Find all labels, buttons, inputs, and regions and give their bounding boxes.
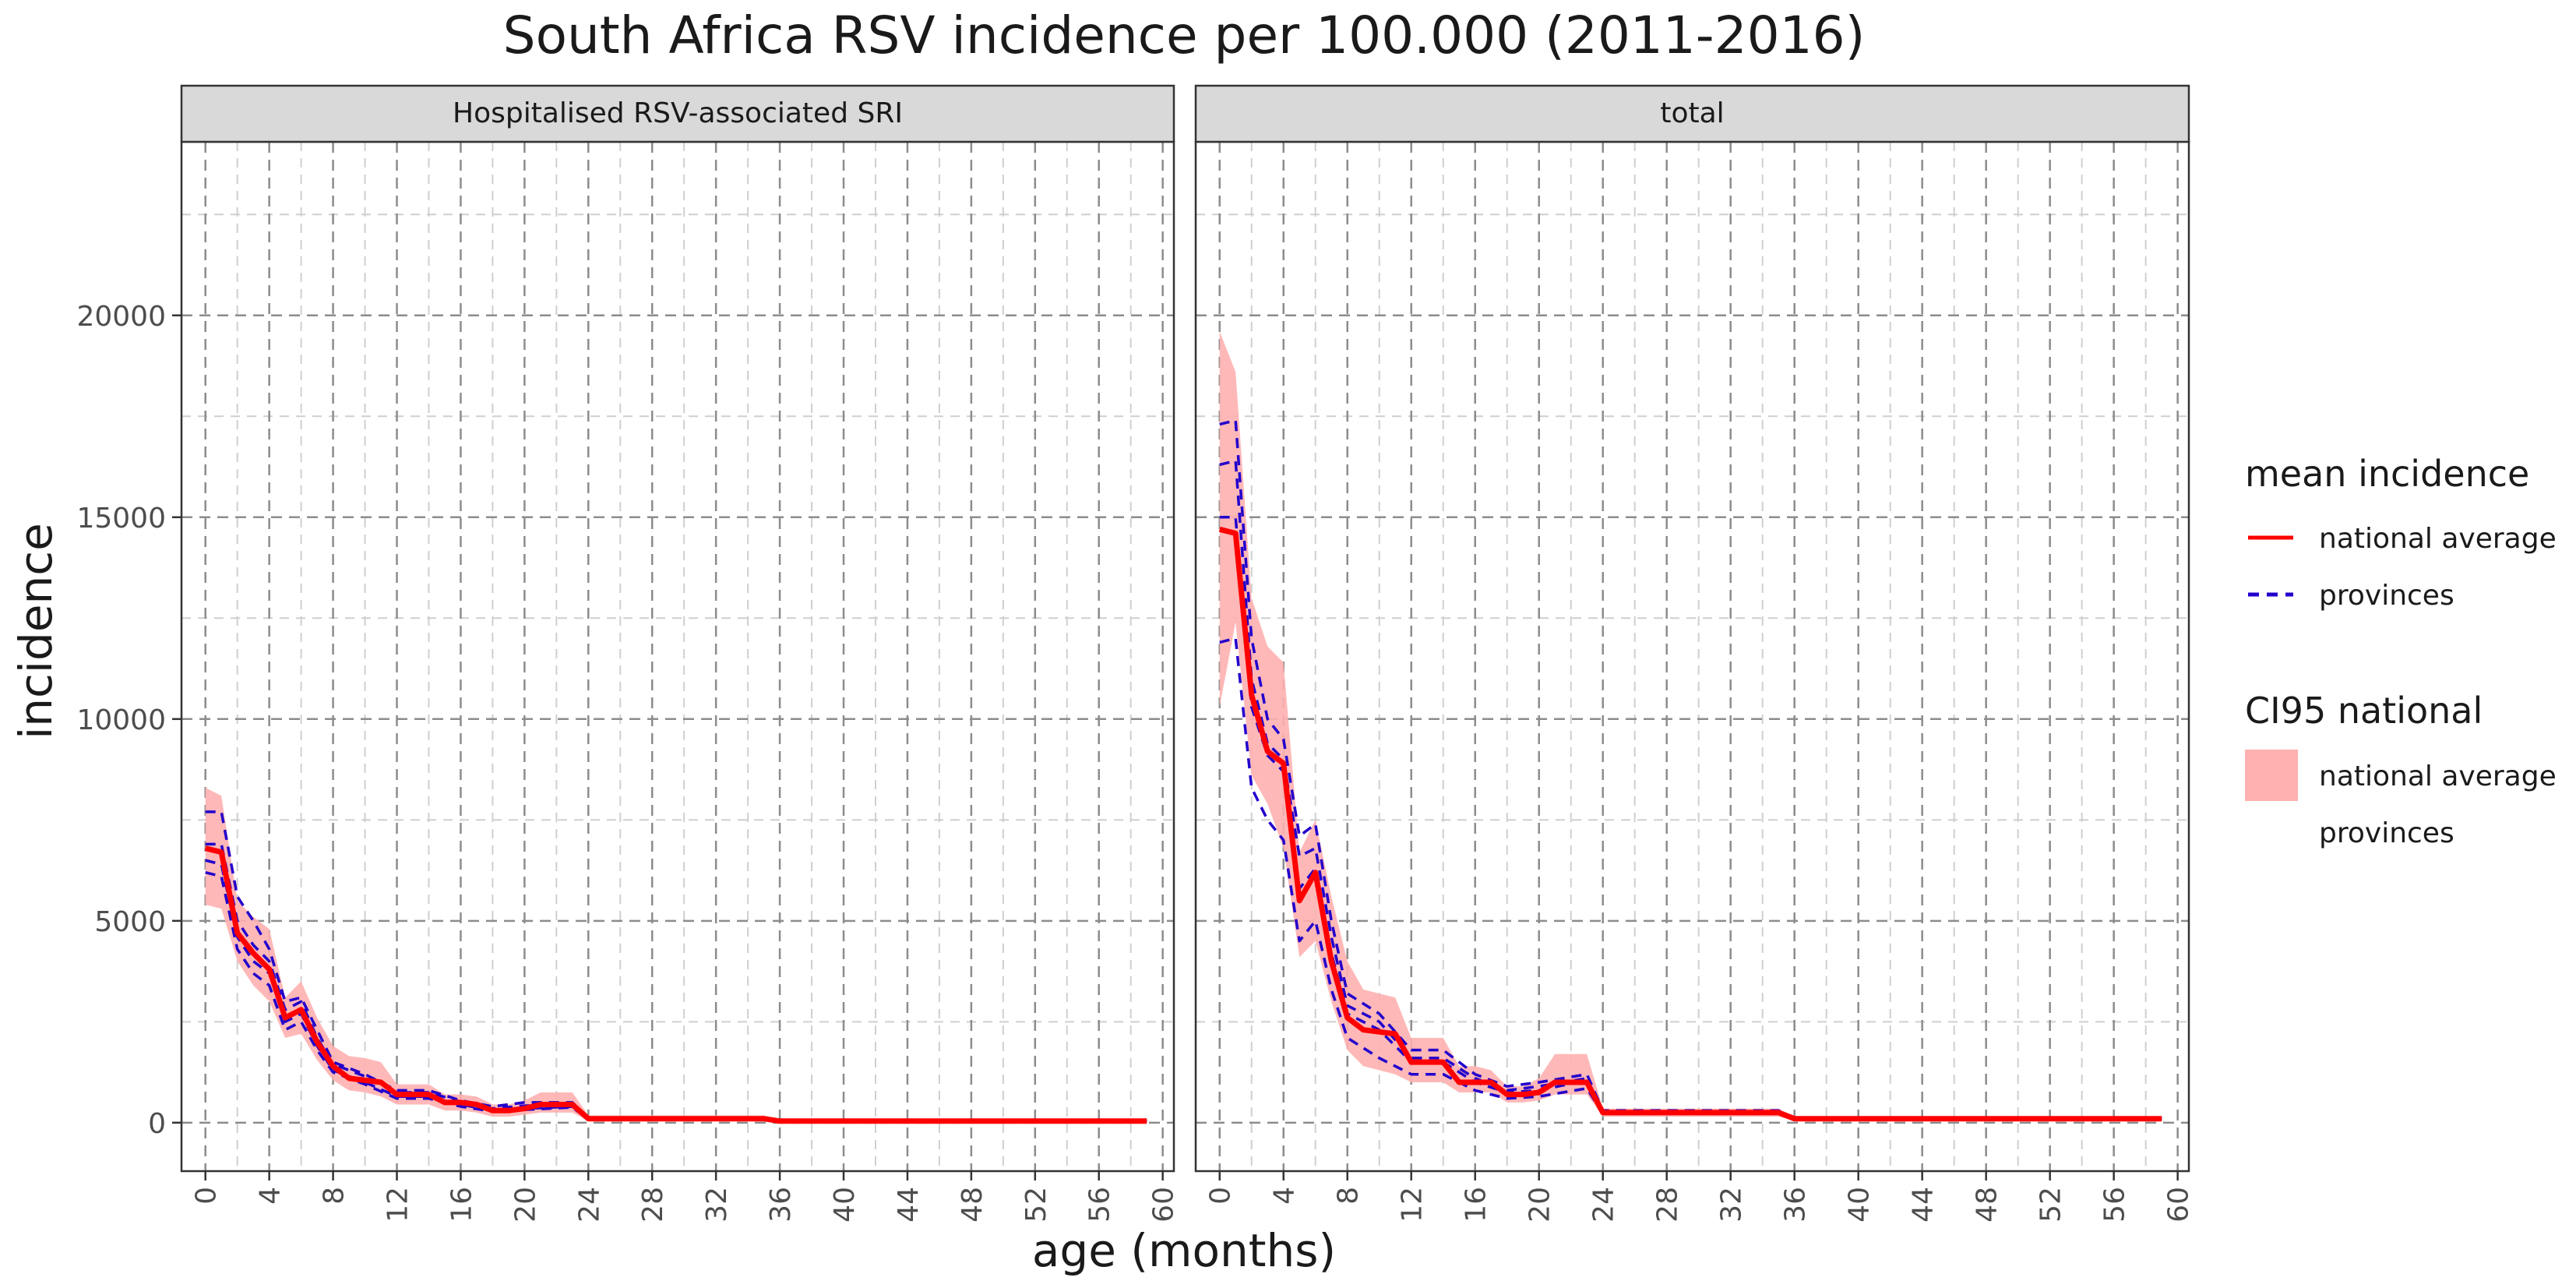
facet-strip-label: Hospitalised RSV-associated SRI	[453, 97, 903, 129]
province-series-line-3	[1219, 516, 2162, 1120]
x-tick-label: 44	[1908, 1187, 1940, 1223]
x-tick-label: 40	[1844, 1187, 1876, 1223]
x-tick-label: 60	[1148, 1187, 1180, 1223]
x-tick-label: 0	[1205, 1187, 1237, 1205]
facet-strip	[180, 84, 1175, 143]
x-tick-label: 60	[2163, 1187, 2195, 1223]
x-tick-label: 52	[2035, 1187, 2067, 1223]
national-average-line	[1218, 526, 2162, 1122]
x-tick-label: 4	[1269, 1187, 1301, 1205]
y-tick-label: 5000	[94, 906, 166, 938]
chart-title: South Africa RSV incidence per 100.000 (…	[503, 5, 1866, 65]
x-tick-label: 32	[1716, 1187, 1748, 1223]
x-tick-label: 56	[1084, 1187, 1116, 1223]
y-tick-label: 10000	[76, 704, 166, 736]
x-tick-label: 24	[1588, 1187, 1620, 1223]
province-series-line-3	[205, 871, 1147, 1123]
x-tick-label: 28	[637, 1187, 669, 1223]
x-axis-title: age (months)	[1032, 1224, 1336, 1277]
x-tick-label: 36	[1780, 1187, 1812, 1223]
y-tick-label: 15000	[76, 503, 166, 535]
legend-label-national-average: national average	[2319, 523, 2557, 555]
panel-background	[181, 142, 1174, 1171]
x-tick-label: 16	[446, 1187, 477, 1223]
x-tick-label: 56	[2099, 1187, 2131, 1223]
x-tick-label: 48	[957, 1187, 988, 1223]
x-tick-label: 20	[509, 1187, 541, 1223]
x-tick-label: 12	[1397, 1187, 1429, 1223]
x-tick-label: 8	[319, 1187, 351, 1205]
y-axis: 0 5000 10000 15000 20000	[76, 301, 181, 1140]
x-tick-label: 20	[1524, 1187, 1556, 1223]
x-tick-label: 12	[382, 1187, 414, 1223]
legend-label-ci-national-average: national average	[2319, 760, 2557, 792]
x-tick-label: 0	[191, 1187, 223, 1205]
national-average-line	[204, 845, 1147, 1124]
x-tick-label: 52	[1020, 1187, 1052, 1223]
y-axis-title: incidence	[9, 523, 62, 739]
x-tick-label: 48	[1972, 1187, 2003, 1223]
legend-label-ci-provinces: provinces	[2319, 817, 2454, 849]
x-tick-label: 4	[255, 1187, 287, 1205]
x-tick-label: 32	[701, 1187, 733, 1223]
legend-title-mean: mean incidence	[2245, 453, 2529, 495]
x-tick-label: 24	[573, 1187, 605, 1223]
facet-strip-label: total	[1660, 97, 1724, 129]
x-tick-label: 36	[765, 1187, 797, 1223]
x-tick-label: 8	[1333, 1187, 1365, 1205]
legend-title-ci95: CI95 national	[2245, 690, 2483, 732]
y-tick-label: 20000	[76, 301, 166, 333]
legend-label-provinces: provinces	[2319, 580, 2454, 612]
y-tick-label: 0	[148, 1108, 166, 1140]
x-tick-label: 16	[1461, 1187, 1492, 1223]
x-tick-label: 28	[1652, 1187, 1684, 1223]
legend: mean incidence national average province…	[2245, 453, 2557, 849]
x-tick-label: 40	[829, 1187, 861, 1223]
facet-strip	[1194, 84, 2190, 143]
legend-key-ci95-national	[2245, 750, 2298, 801]
x-tick-label: 44	[893, 1187, 925, 1223]
